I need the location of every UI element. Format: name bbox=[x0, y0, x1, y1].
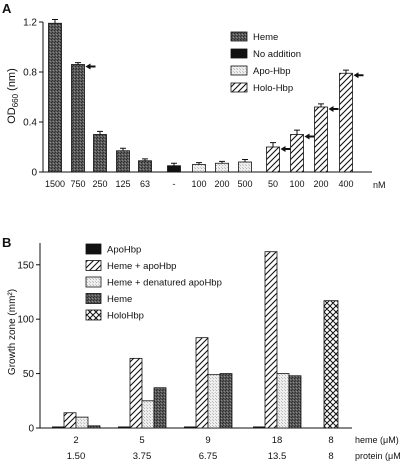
panel-a-ylabel-sub: 660 bbox=[11, 93, 20, 107]
panel-b-bar bbox=[264, 251, 278, 429]
panel-a-x-tick-label: 100 bbox=[289, 179, 304, 189]
panel-a-unit-label: nM bbox=[373, 180, 386, 190]
panel-a-bar bbox=[314, 106, 328, 173]
panel-a-bar bbox=[167, 165, 181, 173]
panel-a-bar bbox=[71, 64, 85, 173]
heme-tick-label: 9 bbox=[205, 435, 210, 446]
marker-arrow-icon bbox=[353, 72, 359, 79]
panel-a-x-tick-label: - bbox=[173, 179, 176, 189]
panel-a-y-tick-label: 1.2 bbox=[23, 18, 37, 29]
panel-a-legend-label: Apo-Hbp bbox=[253, 66, 291, 77]
panel-a-bar bbox=[48, 22, 62, 173]
panel-b-ylabel: Growth zone (mm²) bbox=[7, 289, 18, 375]
panel-a-legend-label: No addition bbox=[253, 49, 301, 60]
panel-b-bar bbox=[288, 375, 302, 429]
panel-b-bar bbox=[75, 416, 89, 429]
protein-tick-label: 3.75 bbox=[133, 451, 152, 462]
panel-b-bar bbox=[219, 373, 233, 429]
panel-a-bar bbox=[93, 134, 107, 173]
panel-a-bar bbox=[290, 134, 304, 173]
panel-a-plot: 0 0.4 0.8 1.2 1500 750 250 125 63 - 100 200 500 50 100… bbox=[23, 18, 372, 189]
panel-b-y-tick-label: 50 bbox=[23, 369, 35, 380]
panel-a-y-tick-label: 0.4 bbox=[23, 118, 37, 129]
protein-row-label: protein (μM) bbox=[355, 451, 400, 461]
marker-arrow-icon bbox=[328, 106, 334, 112]
panel-b-legend-swatch bbox=[85, 309, 102, 321]
panel-a-legend-swatch bbox=[230, 31, 248, 42]
panel-b-bar bbox=[52, 426, 64, 428]
panel-b-bar bbox=[253, 426, 265, 428]
panel-a-label: A bbox=[2, 1, 12, 16]
panel-a-legend-swatch bbox=[230, 82, 248, 93]
protein-tick-label: 13.5 bbox=[268, 451, 287, 462]
panel-a-x-tick-label: 200 bbox=[214, 179, 229, 189]
panel-a-legend-swatch bbox=[230, 48, 248, 59]
panel-b-bar bbox=[118, 426, 130, 428]
panel-a-bar bbox=[238, 161, 252, 173]
panel-a-bar bbox=[266, 146, 280, 173]
panel-a-ylabel-main: OD bbox=[6, 107, 18, 124]
panel-b-legend-label: Heme bbox=[107, 294, 132, 305]
marker-arrow-icon bbox=[280, 146, 286, 152]
protein-tick-label: 8 bbox=[328, 451, 333, 462]
panel-a-bar bbox=[215, 162, 229, 173]
panel-a-x-tick-label: 50 bbox=[268, 179, 278, 189]
panel-b-legend-swatch bbox=[85, 260, 102, 271]
panel-a-legend-swatch bbox=[230, 65, 248, 76]
panel-a-x-tick-label: 100 bbox=[191, 179, 206, 189]
panel-a-x-tick-label: 250 bbox=[92, 179, 107, 189]
panel-b-legend-swatch bbox=[85, 276, 102, 288]
panel-b-legend-swatch bbox=[85, 293, 102, 304]
panel-a-x-tick-label: 125 bbox=[115, 179, 130, 189]
panel-a-bar bbox=[116, 150, 130, 173]
heme-row-label: heme (μM) bbox=[355, 435, 399, 445]
heme-tick-label: 2 bbox=[73, 435, 78, 446]
panel-b-bar bbox=[129, 357, 143, 429]
heme-tick-label: 18 bbox=[272, 435, 283, 446]
panel-b-y-tick-label: 0 bbox=[28, 424, 34, 435]
panel-b-bar bbox=[184, 426, 196, 428]
marker-arrow-icon bbox=[304, 133, 310, 140]
marker-arrow-icon bbox=[85, 63, 91, 70]
panel-a-x-tick-label: 750 bbox=[70, 179, 85, 189]
panel-b-legend-label: Heme + apoHbp bbox=[107, 261, 176, 272]
panel-a-bar bbox=[339, 72, 353, 173]
panel-a-x-tick-label: 400 bbox=[338, 179, 353, 189]
panel-a-bar bbox=[192, 164, 206, 173]
panel-a-legend-label: Heme bbox=[253, 32, 278, 43]
panel-b-label: B bbox=[2, 235, 11, 250]
panel-b-bar bbox=[63, 412, 77, 429]
panel-a-ylabel: OD660 (nm) bbox=[6, 68, 20, 124]
panel-b-bar bbox=[141, 400, 155, 429]
panel-b-bar bbox=[87, 425, 101, 429]
panel-a-x-tick-label: 500 bbox=[237, 179, 252, 189]
panel-a-ylabel-unit: (nm) bbox=[6, 68, 18, 94]
panel-b-bar bbox=[323, 300, 339, 429]
panel-b-bar bbox=[207, 374, 221, 429]
panel-b-bar bbox=[195, 337, 209, 429]
panel-a-x-tick-label: 200 bbox=[313, 179, 328, 189]
panel-b-bar bbox=[276, 373, 290, 429]
panel-a-bar bbox=[138, 160, 152, 173]
panel-b-legend-label: Heme + denatured apoHbp bbox=[107, 278, 222, 289]
panel-a-y-tick-label: 0.8 bbox=[23, 68, 37, 79]
panel-a-y-tick-label: 0 bbox=[31, 168, 37, 179]
panel-b-bar bbox=[153, 387, 167, 429]
panel-a-x-tick-label: 63 bbox=[140, 179, 150, 189]
panel-a-legend-label: Holo-Hbp bbox=[253, 83, 293, 94]
panel-b-y-tick-label: 150 bbox=[17, 260, 34, 271]
panel-b-legend-label: ApoHbp bbox=[107, 245, 141, 256]
panel-a-x-tick-label: 1500 bbox=[45, 179, 65, 189]
panel-b-legend-label: HoloHbp bbox=[107, 311, 144, 322]
heme-tick-label: 8 bbox=[328, 435, 333, 446]
protein-tick-label: 1.50 bbox=[67, 451, 86, 462]
panel-b-legend-swatch bbox=[85, 243, 102, 255]
panel-b-plot: 0 50 100 150 2 1.50 5 3.75 9 6.75 18 13.5 8 8 ApoHbp He… bbox=[17, 243, 352, 462]
heme-tick-label: 5 bbox=[139, 435, 144, 446]
protein-tick-label: 6.75 bbox=[199, 451, 218, 462]
panel-b-y-tick-label: 100 bbox=[17, 315, 34, 326]
